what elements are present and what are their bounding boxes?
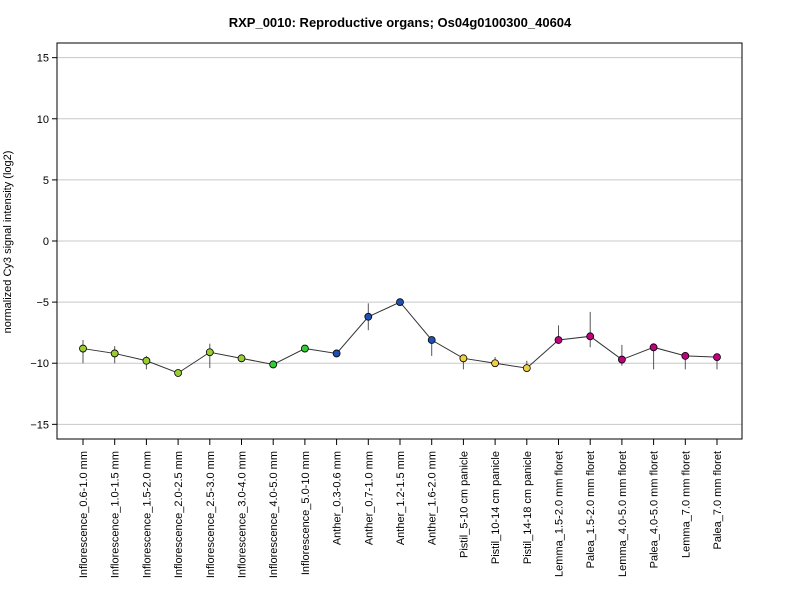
data-point — [491, 359, 500, 368]
x-tick-label: Palea_7.0 mm floret — [712, 451, 724, 549]
data-point — [205, 348, 214, 357]
data-point — [300, 344, 309, 353]
data-point — [681, 351, 690, 360]
data-points — [79, 298, 721, 377]
x-tick-label: Inflorescence_2.5-3.0 mm — [205, 451, 217, 578]
data-point — [110, 349, 119, 358]
chart-title: RXP_0010: Reproductive organs; Os04g0100… — [229, 15, 572, 30]
x-tick-label: Inflorescence_1.5-2.0 mm — [141, 451, 153, 578]
data-point — [713, 353, 721, 362]
x-tick-label: Inflorescence_2.0-2.5 mm — [173, 451, 185, 578]
data-point — [396, 298, 404, 307]
x-tick-label: Inflorescence_4.0-5.0 mm — [268, 451, 280, 578]
data-point — [237, 354, 246, 363]
data-point — [79, 344, 87, 353]
data-point — [554, 336, 563, 344]
x-tick-label: Lemma_4.0-5.0 mm floret — [617, 451, 629, 577]
x-tick-label: Inflorescence_0.6-1.0 mm — [78, 451, 90, 578]
data-point — [332, 349, 341, 358]
data-point — [142, 356, 151, 365]
y-tick-label: −10 — [30, 358, 49, 370]
data-point — [364, 312, 373, 321]
y-axis-label: normalized Cy3 signal intensity (log2) — [2, 151, 14, 334]
x-tick-label: Lemma_1.5-2.0 mm floret — [554, 451, 566, 577]
y-axis: −15 −10 −5 0 5 10 15 — [30, 53, 57, 431]
x-tick-label: Inflorescence_5.0-10 mm — [300, 451, 312, 575]
data-point — [586, 332, 595, 341]
data-point — [269, 360, 278, 369]
x-tick-label: Pistil_14-18 cm panicle — [522, 451, 534, 564]
data-point — [522, 364, 531, 373]
x-tick-label: Anther_0.3-0.6 mm — [332, 451, 344, 545]
data-point — [618, 355, 626, 364]
y-tick-label: 0 — [43, 236, 49, 248]
x-tick-label: Lemma_7.0 mm floret — [680, 451, 692, 558]
y-tick-label: 10 — [37, 114, 49, 126]
data-point — [649, 343, 658, 352]
x-tick-label: Palea_4.0-5.0 mm floret — [649, 451, 661, 568]
x-tick-label: Pistil_5-10 cm panicle — [458, 451, 470, 558]
x-axis: Inflorescence_0.6-1.0 mm Inflorescence_1.… — [78, 439, 724, 578]
x-tick-label: Inflorescence_3.0-4.0 mm — [237, 451, 249, 578]
data-point — [427, 336, 436, 344]
data-point — [459, 354, 468, 363]
y-tick-label: −5 — [36, 297, 49, 309]
x-tick-label: Inflorescence_1.0-1.5 mm — [110, 451, 122, 578]
y-tick-label: 5 — [43, 175, 49, 187]
x-tick-label: Anther_1.2-1.5 mm — [395, 451, 407, 545]
y-tick-label: −15 — [30, 419, 49, 431]
x-tick-label: Anther_1.6-2.0 mm — [427, 451, 439, 545]
x-tick-label: Pistil_10-14 cm panicle — [490, 451, 502, 564]
gridlines — [57, 57, 742, 425]
x-tick-label: Anther_0.7-1.0 mm — [363, 451, 375, 545]
x-tick-label: Palea_1.5-2.0 mm floret — [585, 451, 597, 568]
data-point — [174, 369, 183, 377]
y-tick-label: 15 — [37, 53, 49, 65]
